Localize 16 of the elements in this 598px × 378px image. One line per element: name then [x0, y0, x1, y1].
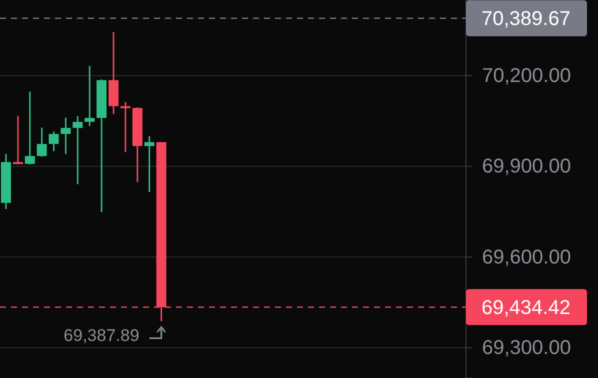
- y-tick-label: 69,300.00: [482, 337, 571, 360]
- y-tick-label: 69,900.00: [482, 156, 571, 178]
- candlestick: [84, 65, 95, 127]
- candlestick: [48, 130, 59, 152]
- ref-line-label: 70,389.67: [482, 8, 570, 30]
- candlestick: [24, 90, 35, 166]
- candlestick: [120, 101, 130, 153]
- y-tick-label: 70,200.00: [482, 65, 571, 87]
- y-tick-label: 69,600.00: [482, 246, 571, 268]
- candlestick: [144, 135, 154, 193]
- candlestick: [12, 115, 23, 165]
- ref-line-label: 69,434.42: [482, 297, 570, 320]
- candlestick: [36, 126, 47, 158]
- annotation: 69,387.89: [64, 326, 140, 346]
- candlestick: [72, 115, 83, 185]
- candlestick: [60, 116, 71, 155]
